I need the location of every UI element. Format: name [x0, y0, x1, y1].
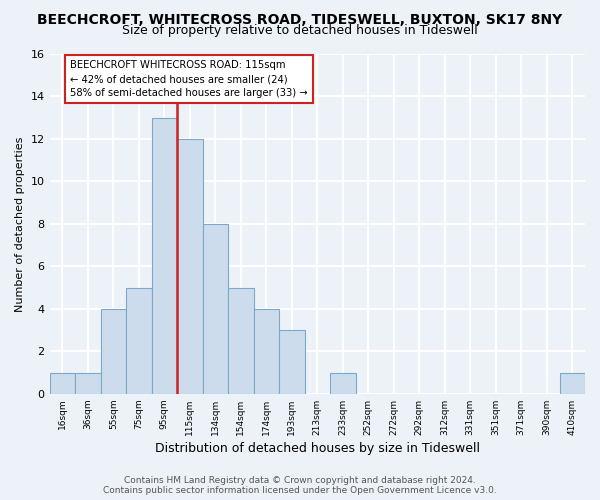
Bar	[254, 309, 279, 394]
Y-axis label: Number of detached properties: Number of detached properties	[15, 136, 25, 312]
Bar	[177, 139, 203, 394]
Bar	[228, 288, 254, 394]
Bar	[126, 288, 152, 394]
Text: BEECHCROFT WHITECROSS ROAD: 115sqm
← 42% of detached houses are smaller (24)
58%: BEECHCROFT WHITECROSS ROAD: 115sqm ← 42%…	[70, 60, 308, 98]
X-axis label: Distribution of detached houses by size in Tideswell: Distribution of detached houses by size …	[155, 442, 480, 455]
Bar	[560, 372, 585, 394]
Bar	[152, 118, 177, 394]
Text: BEECHCROFT, WHITECROSS ROAD, TIDESWELL, BUXTON, SK17 8NY: BEECHCROFT, WHITECROSS ROAD, TIDESWELL, …	[37, 12, 563, 26]
Bar	[279, 330, 305, 394]
Bar	[50, 372, 75, 394]
Bar	[330, 372, 356, 394]
Bar	[203, 224, 228, 394]
Text: Contains HM Land Registry data © Crown copyright and database right 2024.
Contai: Contains HM Land Registry data © Crown c…	[103, 476, 497, 495]
Bar	[75, 372, 101, 394]
Text: Size of property relative to detached houses in Tideswell: Size of property relative to detached ho…	[122, 24, 478, 37]
Bar	[101, 309, 126, 394]
